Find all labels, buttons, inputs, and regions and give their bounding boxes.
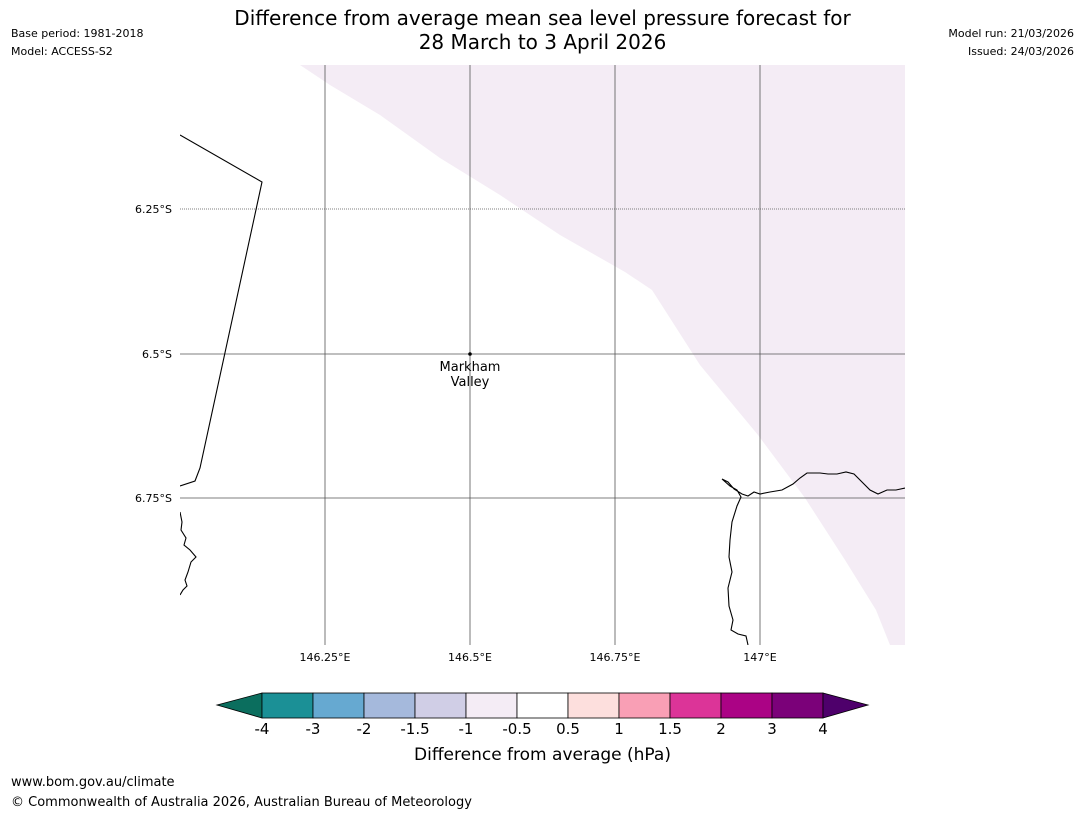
colorbar-tick: 1.5 (658, 720, 682, 738)
base-period-text: Base period: 1981-2018 (11, 27, 144, 40)
place-name-line-2: Valley (450, 375, 490, 390)
lat-label-6-5: 6.5°S (142, 348, 172, 361)
place-label-markham-valley: Markham Valley (440, 360, 501, 390)
map-title: Difference from average mean sea level p… (0, 6, 1085, 54)
colorbar-title: Difference from average (hPa) (414, 745, 671, 765)
graticule (180, 65, 905, 645)
colorbar-extend-high (822, 692, 870, 719)
markham-valley-marker (468, 352, 472, 356)
colorbar-bin-11 (771, 692, 824, 719)
header-meta-left: Base period: 1981-2018 Model: ACCESS-S2 (11, 25, 143, 61)
colorbar-tick: -1 (458, 720, 474, 738)
model-run-text: Model run: 21/03/2026 (948, 27, 1074, 40)
colorbar-bin-5 (465, 692, 518, 719)
colorbar-bin-6 (516, 692, 569, 719)
colorbar-bin-7 (567, 692, 620, 719)
coastline-west (180, 511, 197, 596)
footer-url: www.bom.gov.au/climate (11, 775, 175, 790)
title-line-1: Difference from average mean sea level p… (234, 6, 851, 30)
colorbar-bin-4 (414, 692, 467, 719)
place-name-line-1: Markham (439, 360, 501, 375)
colorbar-tick: -0.5 (502, 720, 532, 738)
issued-text: Issued: 24/03/2026 (967, 45, 1074, 58)
colorbar-tick: 2 (716, 720, 726, 738)
colorbar-bin-9 (669, 692, 722, 719)
lon-label-146-25: 146.25°E (299, 651, 351, 664)
footer-copyright: © Commonwealth of Australia 2026, Austra… (11, 795, 472, 810)
colorbar-bin-3 (363, 692, 416, 719)
coastline (180, 134, 905, 645)
colorbar-tick: 3 (767, 720, 777, 738)
lon-label-147: 147°E (743, 651, 777, 664)
model-text: Model: ACCESS-S2 (11, 45, 113, 58)
colorbar-tick: -2 (356, 720, 372, 738)
colorbar-tick: -3 (305, 720, 321, 738)
coastline-east (721, 471, 905, 645)
lat-label-6-75: 6.75°S (135, 492, 172, 505)
colorbar-tick: 4 (818, 720, 828, 738)
colorbar-extend-low (215, 692, 263, 719)
colorbar (215, 692, 870, 719)
colorbar-bin-8 (618, 692, 671, 719)
colorbar-tick: -4 (254, 720, 270, 738)
title-line-2: 28 March to 3 April 2026 (418, 30, 667, 54)
lon-label-146-75: 146.75°E (589, 651, 641, 664)
lon-label-146-5: 146.5°E (448, 651, 492, 664)
lat-label-6-25: 6.25°S (135, 203, 172, 216)
header-meta-right: Model run: 21/03/2026 Issued: 24/03/2026 (948, 25, 1074, 61)
colorbar-bin-2 (312, 692, 365, 719)
shaded-anomaly-region (300, 65, 905, 645)
colorbar-tick: -1.5 (400, 720, 430, 738)
colorbar-tick: 0.5 (556, 720, 580, 738)
border-line-west (180, 134, 263, 487)
colorbar-tick: 1 (614, 720, 624, 738)
colorbar-bin-10 (720, 692, 773, 719)
colorbar-bin-1 (261, 692, 314, 719)
